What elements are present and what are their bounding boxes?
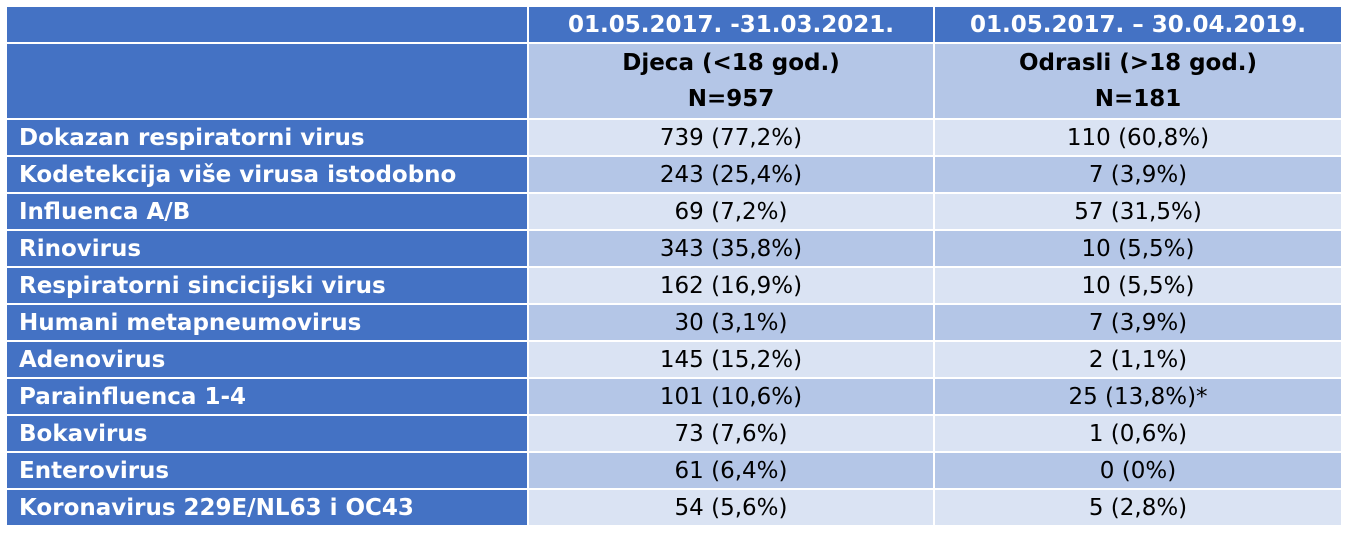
row-label: Rinovirus — [7, 231, 529, 268]
children-value: 61 (6,4%) — [529, 453, 935, 490]
row-label: Kodetekcija više virusa istodobno — [7, 157, 529, 194]
adults-value: 0 (0%) — [935, 453, 1341, 490]
children-value: 69 (7,2%) — [529, 194, 935, 231]
row-label: Parainfluenca 1-4 — [7, 379, 529, 416]
table-row: Koronavirus 229E/NL63 i OC43 54 (5,6%) 5 (… — [7, 490, 1341, 527]
header-empty-cell — [7, 7, 529, 44]
row-label: Dokazan respiratorni virus — [7, 120, 529, 157]
virus-detection-table: 01.05.2017. -31.03.2021. 01.05.2017. – 3… — [7, 7, 1341, 527]
adults-value: 10 (5,5%) — [935, 231, 1341, 268]
group-adults-label: Odrasli (>18 god.) — [1018, 50, 1258, 76]
row-label: Respiratorni sincicijski virus — [7, 268, 529, 305]
table-row: Influenca A/B 69 (7,2%) 57 (31,5%) — [7, 194, 1341, 231]
children-value: 343 (35,8%) — [529, 231, 935, 268]
children-value: 101 (10,6%) — [529, 379, 935, 416]
table-row: Enterovirus 61 (6,4%) 0 (0%) — [7, 453, 1341, 490]
table-row: Adenovirus 145 (15,2%) 2 (1,1%) — [7, 342, 1341, 379]
table-row: Bokavirus 73 (7,6%) 1 (0,6%) — [7, 416, 1341, 453]
table-row: Kodetekcija više virusa istodobno 243 (25… — [7, 157, 1341, 194]
adults-value: 110 (60,8%) — [935, 120, 1341, 157]
group-children-count: N=957 — [687, 86, 775, 112]
table-row: Rinovirus 343 (35,8%) 10 (5,5%) — [7, 231, 1341, 268]
children-value: 739 (77,2%) — [529, 120, 935, 157]
adults-value: 57 (31,5%) — [935, 194, 1341, 231]
adults-value: 1 (0,6%) — [935, 416, 1341, 453]
table-row: Respiratorni sincicijski virus 162 (16,9%… — [7, 268, 1341, 305]
period-adults-header: 01.05.2017. – 30.04.2019. — [935, 7, 1341, 44]
row-label: Adenovirus — [7, 342, 529, 379]
group-children-header: Djeca (<18 god.) N=957 — [529, 44, 935, 120]
row-label: Bokavirus — [7, 416, 529, 453]
adults-value: 7 (3,9%) — [935, 157, 1341, 194]
children-value: 243 (25,4%) — [529, 157, 935, 194]
table-header-row-groups: Djeca (<18 god.) N=957 Odrasli (>18 god.… — [7, 44, 1341, 120]
row-label: Enterovirus — [7, 453, 529, 490]
children-value: 145 (15,2%) — [529, 342, 935, 379]
period-children-header: 01.05.2017. -31.03.2021. — [529, 7, 935, 44]
group-children-label: Djeca (<18 god.) — [622, 50, 840, 76]
row-label: Koronavirus 229E/NL63 i OC43 — [7, 490, 529, 527]
adults-value: 10 (5,5%) — [935, 268, 1341, 305]
group-adults-count: N=181 — [1094, 86, 1182, 112]
table-header-row-dates: 01.05.2017. -31.03.2021. 01.05.2017. – 3… — [7, 7, 1341, 44]
children-value: 73 (7,6%) — [529, 416, 935, 453]
adults-value: 2 (1,1%) — [935, 342, 1341, 379]
adults-value: 7 (3,9%) — [935, 305, 1341, 342]
table-row: Parainfluenca 1-4 101 (10,6%) 25 (13,8%)* — [7, 379, 1341, 416]
header-empty-cell — [7, 44, 529, 120]
table-row: Humani metapneumovirus 30 (3,1%) 7 (3,9%) — [7, 305, 1341, 342]
adults-value: 5 (2,8%) — [935, 490, 1341, 527]
children-value: 30 (3,1%) — [529, 305, 935, 342]
row-label: Humani metapneumovirus — [7, 305, 529, 342]
adults-value: 25 (13,8%)* — [935, 379, 1341, 416]
children-value: 54 (5,6%) — [529, 490, 935, 527]
group-adults-header: Odrasli (>18 god.) N=181 — [935, 44, 1341, 120]
children-value: 162 (16,9%) — [529, 268, 935, 305]
row-label: Influenca A/B — [7, 194, 529, 231]
table-row: Dokazan respiratorni virus 739 (77,2%) 110… — [7, 120, 1341, 157]
